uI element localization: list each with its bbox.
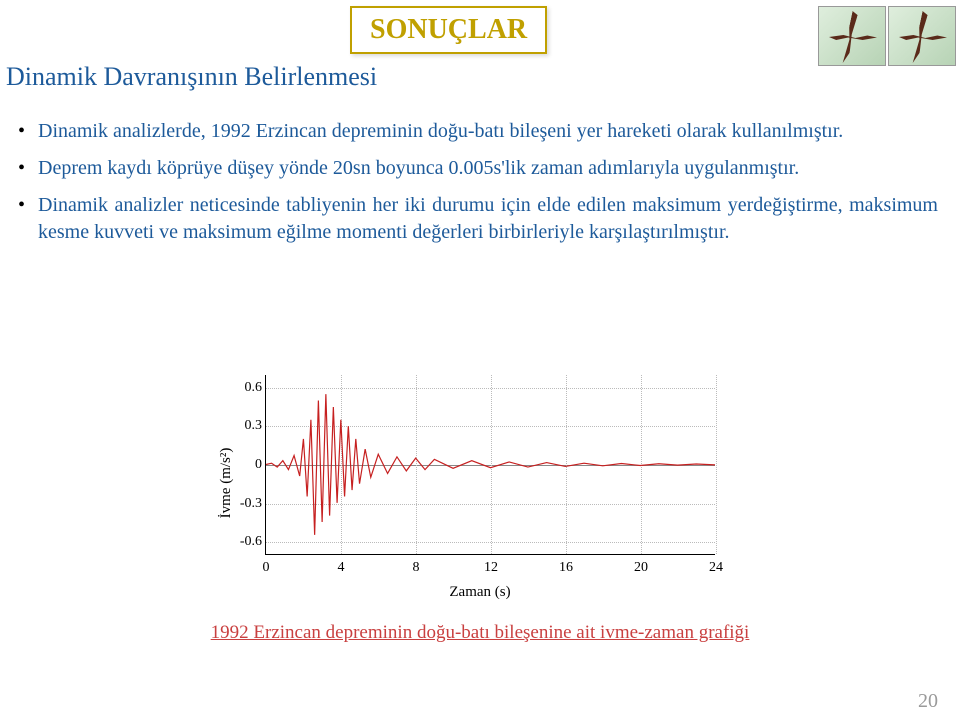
chart-xtick: 24 [709, 560, 723, 576]
chart-xtick: 0 [263, 560, 270, 576]
chart-plot-area: -0.6-0.300.30.604812162024 [265, 375, 715, 555]
chart-xtick: 8 [413, 560, 420, 576]
bullet-item: Dinamik analizler neticesinde tabliyenin… [18, 192, 938, 246]
chart-ytick: -0.3 [226, 496, 262, 512]
bullet-list: Dinamik analizlerde, 1992 Erzincan depre… [18, 118, 938, 256]
seismogram-chart: İvme (m/s²) -0.6-0.300.30.604812162024 Z… [225, 370, 735, 595]
chart-ytick: 0 [226, 457, 262, 473]
bullet-item: Deprem kaydı köprüye düşey yönde 20sn bo… [18, 155, 938, 182]
page-number: 20 [918, 690, 938, 713]
chart-xtick: 20 [634, 560, 648, 576]
subtitle: Dinamik Davranışının Belirlenmesi [6, 62, 377, 92]
corner-decoration [818, 2, 958, 72]
chart-ytick: 0.3 [226, 418, 262, 434]
chart-caption: 1992 Erzincan depreminin doğu-batı bileş… [211, 622, 750, 644]
chart-xtick: 12 [484, 560, 498, 576]
bullet-item: Dinamik analizlerde, 1992 Erzincan depre… [18, 118, 938, 145]
chart-ytick: -0.6 [226, 534, 262, 550]
chart-xlabel: Zaman (s) [449, 584, 510, 601]
chart-xtick: 16 [559, 560, 573, 576]
chart-ytick: 0.6 [226, 380, 262, 396]
chart-xtick: 4 [338, 560, 345, 576]
section-badge: SONUÇLAR [350, 6, 547, 54]
